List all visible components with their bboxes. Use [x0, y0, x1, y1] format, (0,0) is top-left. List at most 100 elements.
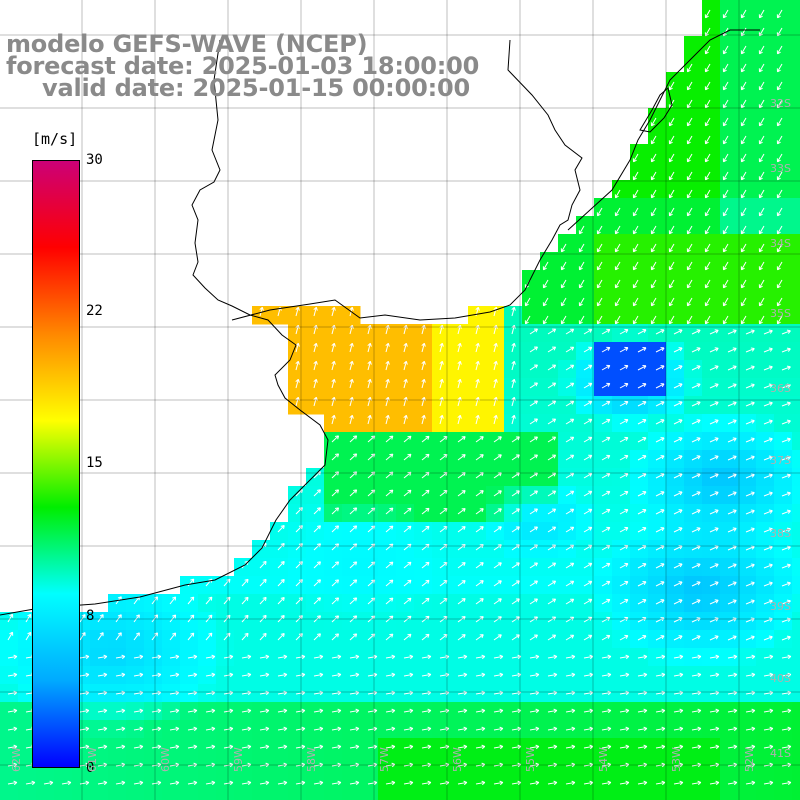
wind-speed-cell: [486, 648, 505, 667]
wind-arrow-head: [561, 285, 565, 289]
wind-speed-cell: [792, 198, 800, 217]
wind-arrow: [277, 543, 285, 551]
wind-speed-cell: [162, 612, 181, 631]
wind-arrow-head: [391, 692, 396, 696]
wind-speed-cell: [108, 648, 127, 667]
wind-arrow: [7, 673, 17, 677]
wind-arrow-head: [335, 543, 339, 545]
wind-arrow-head: [787, 510, 791, 514]
wind-arrow-head: [607, 581, 611, 585]
wind-speed-cell: [252, 774, 271, 793]
wind-speed-cell: [558, 792, 577, 800]
wind-arrow: [601, 635, 611, 641]
wind-arrow-head: [262, 560, 267, 563]
wind-arrow-head: [117, 614, 122, 617]
wind-arrow: [277, 633, 285, 641]
wind-arrow-head: [751, 636, 755, 640]
wind-arrow-head: [391, 654, 396, 657]
wind-arrow-head: [13, 782, 18, 786]
wind-arrow: [655, 581, 665, 587]
wind-speed-cell: [666, 180, 685, 199]
wind-arrow: [457, 562, 466, 569]
wind-arrow-head: [283, 710, 288, 714]
wind-arrow-head: [597, 231, 601, 235]
wind-arrow-head: [389, 525, 393, 528]
wind-arrow: [745, 673, 755, 677]
wind-arrow-head: [589, 347, 593, 351]
wind-arrow-head: [751, 456, 755, 460]
wind-arrow: [385, 415, 389, 425]
wind-arrow-head: [319, 543, 321, 548]
wind-arrow: [385, 361, 389, 371]
wind-speed-cell: [90, 612, 109, 631]
wind-arrow: [295, 343, 299, 353]
wind-arrow: [529, 328, 538, 335]
wind-arrow: [529, 709, 539, 713]
latitude-label: 36S: [770, 382, 791, 395]
wind-arrow: [709, 745, 719, 749]
wind-arrow-head: [423, 361, 426, 365]
wind-arrow-head: [459, 361, 462, 365]
wind-arrow-head: [391, 762, 396, 765]
wind-arrow: [547, 673, 557, 677]
wind-arrow: [385, 781, 395, 785]
wind-arrow: [565, 418, 574, 425]
wind-arrow-head: [679, 762, 684, 765]
wind-speed-cell: [738, 54, 757, 73]
wind-arrow: [615, 225, 621, 235]
wind-arrow-head: [768, 491, 773, 494]
wind-speed-cell: [666, 666, 685, 685]
wind-arrow: [169, 709, 179, 713]
wind-speed-cell: [126, 630, 145, 649]
wind-speed-cell: [774, 144, 793, 163]
wind-arrow: [673, 545, 683, 551]
wind-arrow-head: [769, 456, 773, 460]
wind-arrow: [457, 490, 466, 497]
wind-arrow-head: [367, 414, 371, 419]
wind-arrow-head: [229, 728, 234, 732]
wind-arrow: [777, 117, 783, 127]
wind-arrow-head: [723, 303, 727, 307]
wind-arrow-head: [499, 692, 504, 696]
wind-arrow-head: [661, 365, 665, 370]
wind-arrow-head: [625, 726, 630, 729]
wind-arrow: [619, 437, 629, 443]
wind-arrow-head: [615, 213, 619, 217]
wind-arrow-head: [517, 454, 520, 459]
wind-arrow-head: [625, 635, 629, 639]
wind-arrow: [385, 745, 395, 749]
wind-arrow: [723, 99, 729, 109]
wind-arrow-head: [193, 708, 198, 711]
wind-arrow-head: [759, 285, 763, 289]
wind-arrow: [655, 563, 665, 569]
wind-arrow-head: [777, 105, 781, 109]
wind-arrow: [475, 745, 485, 749]
wind-arrow: [133, 632, 140, 641]
wind-arrow: [547, 634, 556, 641]
wind-arrow-head: [313, 306, 317, 311]
wind-speed-cell: [630, 306, 649, 325]
wind-arrow-head: [481, 436, 484, 441]
wind-arrow: [241, 673, 251, 677]
wind-arrow-head: [786, 437, 791, 440]
wind-speed-cell: [720, 18, 739, 37]
wind-arrow-head: [643, 545, 647, 550]
wind-arrow-head: [439, 360, 443, 365]
wind-arrow-head: [280, 543, 285, 545]
wind-arrow: [529, 382, 538, 389]
wind-arrow: [691, 383, 701, 389]
wind-arrow-head: [741, 285, 745, 289]
wind-arrow: [601, 473, 611, 479]
wind-arrow-head: [385, 306, 389, 311]
wind-arrow: [619, 365, 629, 371]
wind-arrow-head: [625, 401, 629, 405]
wind-speed-cell: [684, 54, 703, 73]
wind-arrow-head: [13, 692, 18, 696]
wind-arrow-head: [607, 473, 611, 477]
wind-arrow-head: [733, 402, 737, 406]
wind-arrow: [583, 634, 592, 641]
wind-arrow-head: [463, 436, 466, 441]
wind-arrow-head: [475, 342, 479, 347]
wind-arrow-head: [349, 378, 353, 383]
wind-arrow-head: [517, 780, 522, 783]
